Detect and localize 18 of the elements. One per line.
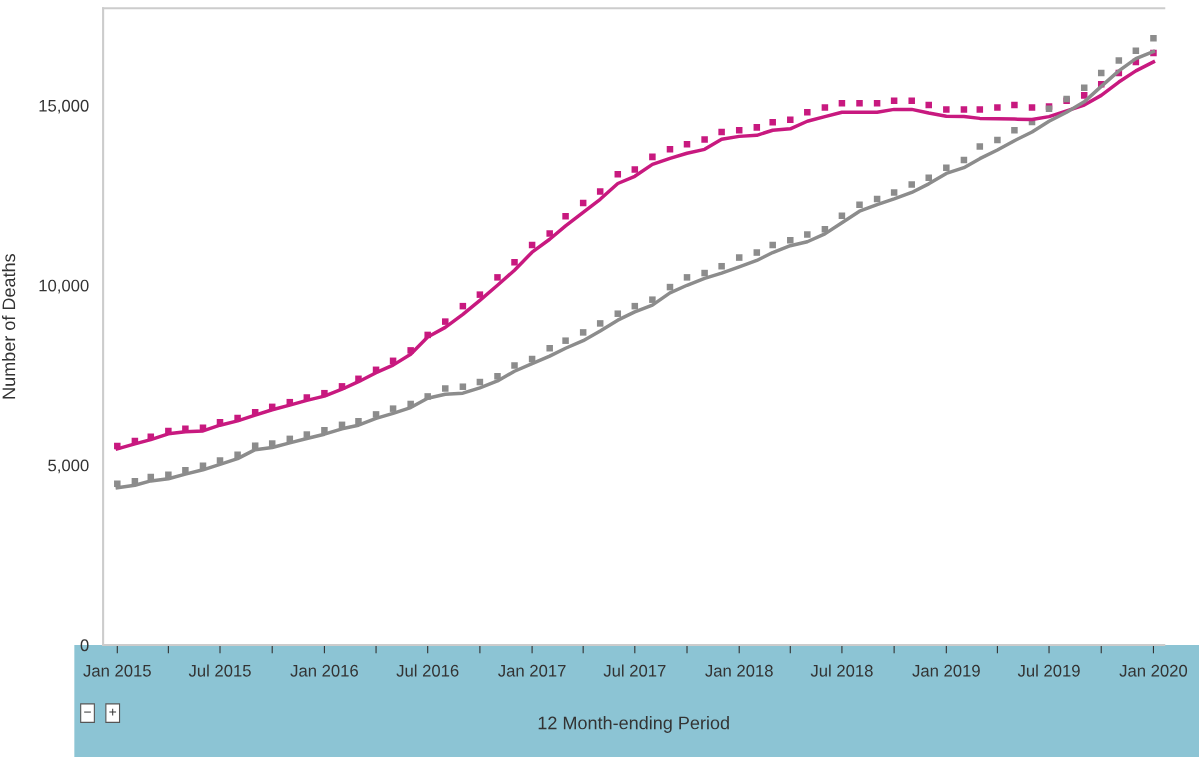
x-tick-label: Jan 2017 [498, 664, 566, 677]
x-tick-label: Jan 2015 [83, 664, 151, 677]
y-axis-title: Number of Deaths [1, 254, 16, 399]
x-axis-title: 12 Month-ending Period [538, 716, 729, 733]
text: − [84, 711, 91, 713]
y-tick-label: 10,000 [39, 279, 89, 294]
x-tick-label: Jan 2018 [705, 664, 773, 677]
x-tick-label: Jul 2019 [1017, 664, 1080, 677]
text: + [109, 708, 117, 716]
y-tick-label: 5,000 [48, 459, 89, 474]
x-tick-label: Jan 2019 [912, 664, 980, 677]
x-tick-label: Jul 2016 [396, 664, 459, 677]
x-tick-label: Jan 2020 [1119, 664, 1188, 677]
x-tick-label: Jul 2015 [188, 664, 251, 677]
x-tick-label: Jan 2016 [290, 664, 358, 677]
x-tick-label: Jul 2018 [810, 664, 873, 677]
x-tick-label: Jul 2017 [603, 664, 666, 677]
y-tick-label: 15,000 [39, 99, 89, 114]
